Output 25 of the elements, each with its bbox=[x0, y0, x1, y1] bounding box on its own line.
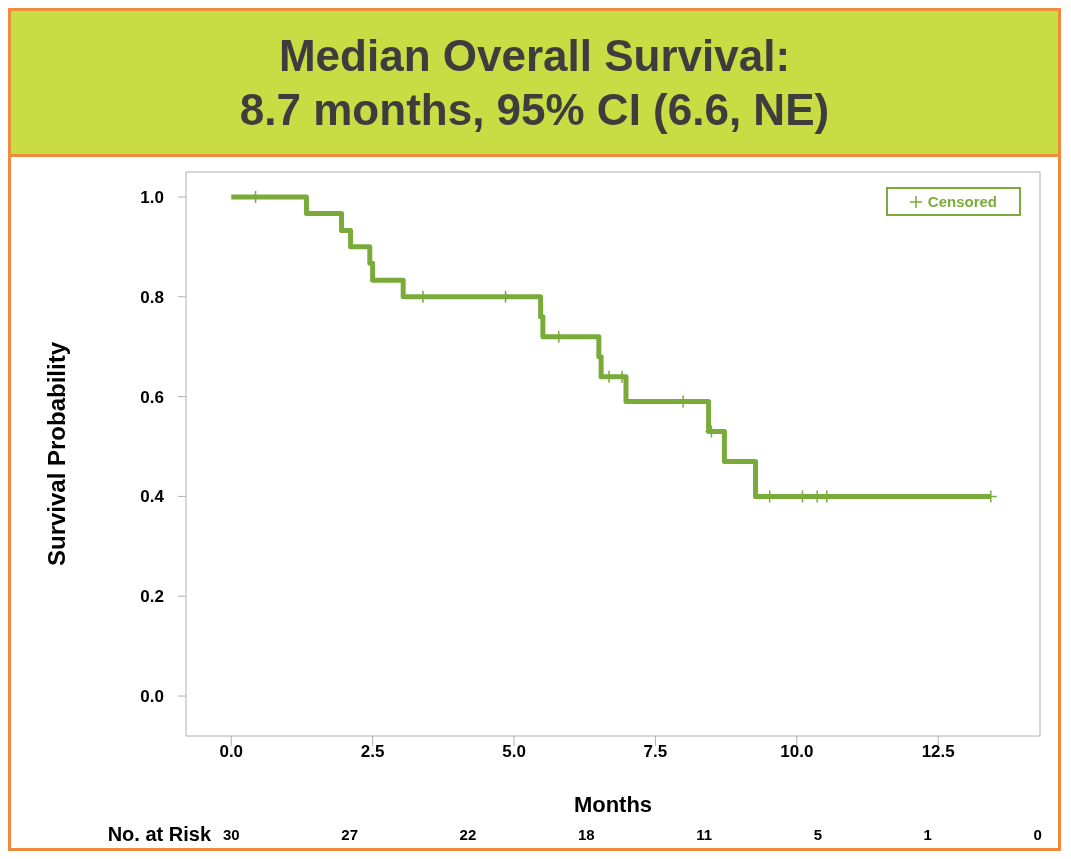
text: 0 bbox=[1033, 826, 1042, 843]
y-tick-label: 0.0 bbox=[140, 687, 164, 707]
x-axis-title: Months bbox=[573, 792, 653, 817]
text: 27 bbox=[341, 826, 358, 843]
x-tick-label: 10.0 bbox=[780, 742, 814, 762]
text: 5 bbox=[813, 826, 822, 843]
y-axis-title: Survival Probability bbox=[42, 341, 70, 567]
text: 1 bbox=[923, 826, 932, 843]
text: 18 bbox=[577, 826, 595, 843]
x-tick-label: 5.0 bbox=[502, 742, 526, 762]
y-tick-label: 0.8 bbox=[140, 287, 164, 307]
y-tick-label: 0.6 bbox=[140, 387, 164, 407]
text: No. at Risk bbox=[106, 823, 212, 846]
text: 30 bbox=[223, 826, 240, 843]
x-tick-label: 12.5 bbox=[921, 742, 955, 762]
chart-title: Median Overall Survival: 8.7 months, 95% CI (6.6, NE) bbox=[239, 29, 830, 136]
y-tick-label: 1.0 bbox=[140, 187, 164, 207]
x-tick-label: 0.0 bbox=[219, 742, 244, 762]
y-tick-label: 0.2 bbox=[140, 587, 164, 607]
legend-label: Censored bbox=[927, 193, 997, 210]
y-tick-label: 0.4 bbox=[140, 487, 165, 507]
text: 22 bbox=[459, 826, 477, 843]
text: 11 bbox=[696, 826, 713, 843]
x-tick-label: 2.5 bbox=[360, 742, 385, 762]
x-tick-label: 7.5 bbox=[643, 742, 668, 762]
